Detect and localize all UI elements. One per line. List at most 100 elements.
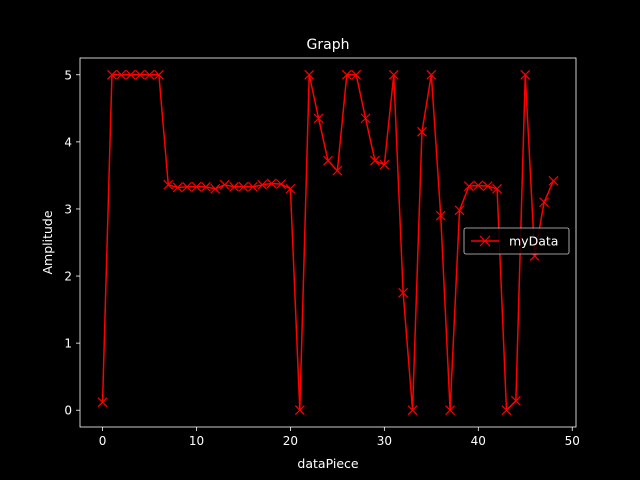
data-point-stroke [388,69,399,80]
data-point-stroke [341,69,352,80]
data-point [351,69,362,80]
data-point [172,182,183,193]
data-point [388,69,399,80]
data-point-stroke [313,113,324,124]
data-point-stroke [360,113,371,124]
data-point-stroke [463,181,474,192]
data-point-stroke [426,69,437,80]
x-tick-label: 30 [377,434,392,448]
data-point [360,113,371,124]
data-point-stroke [492,183,503,194]
data-point [501,405,512,416]
x-tick-label: 20 [283,434,298,448]
data-point [125,69,136,80]
data-point-stroke [97,397,108,408]
legend: myData [463,227,570,255]
data-point-stroke [276,179,286,190]
y-axis-label: Amplitude [40,210,55,274]
data-point-stroke [473,180,484,191]
data-point-stroke [294,405,305,416]
data-point-stroke [520,69,531,80]
data-point [144,69,155,80]
data-point [370,155,380,166]
plot-frame [79,57,577,428]
data-point-stroke [266,178,277,189]
data-point [510,395,521,406]
data-point [294,405,305,416]
data-point [276,179,286,190]
data-point [341,69,352,80]
data-point-stroke [454,205,465,216]
x-axis-label: dataPiece [297,456,358,471]
data-point [107,69,117,80]
data-point [463,181,474,192]
data-point [520,69,531,80]
legend-marker [479,235,491,247]
legend-box [463,227,570,255]
data-point-stroke [482,181,493,192]
data-point [473,180,484,191]
data-point-stroke [379,159,390,170]
data-point-stroke [435,210,446,221]
data-point-stroke [163,179,174,190]
y-tick-label: 2 [64,270,72,284]
data-point [191,181,202,192]
data-point-stroke [116,69,127,80]
data-point-stroke [510,395,521,406]
legend-label: myData [509,234,558,249]
data-point [426,69,437,80]
data-point [332,165,343,176]
y-tick-label: 5 [64,68,72,82]
data-point-stroke [107,69,117,80]
axes: 0 10 20 30 40 50 0 1 2 3 4 5 [64,68,580,448]
data-point [323,155,333,166]
data-point [435,210,446,221]
data-point [163,179,174,190]
data-point-stroke [370,155,380,166]
y-tick-label: 1 [64,337,72,351]
data-point-stroke [247,181,258,192]
data-point [407,405,418,416]
data-point [454,205,465,216]
data-point [200,181,211,192]
data-point-stroke [285,183,296,194]
data-point [398,287,409,298]
data-point [548,175,559,186]
data-point [210,183,221,194]
data-point-stroke [125,69,136,80]
data-point [153,69,164,80]
data-point-stroke [172,182,183,193]
data-point [379,159,390,170]
x-tick-label: 50 [565,434,580,448]
data-point [257,179,268,190]
data-point-stroke [548,175,559,186]
data-point [304,69,315,80]
data-point-stroke [501,405,512,416]
data-point-stroke [417,126,427,137]
data-point [238,181,249,192]
data-point [417,126,427,137]
data-point [492,183,503,194]
data-point-stroke [323,155,333,166]
data-point [285,183,296,194]
data-point-stroke [135,69,146,80]
data-point [313,113,324,124]
y-tick-label: 0 [64,404,72,418]
x-tick-label: 40 [471,434,486,448]
y-tick-label: 3 [64,202,72,216]
data-point [247,181,258,192]
data-point-stroke [304,69,315,80]
data-point-stroke [200,181,211,192]
data-point-stroke [144,69,155,80]
data-point-stroke [332,165,343,176]
x-tick-label: 0 [99,434,107,448]
data-point-stroke [257,179,268,190]
data-point [116,69,127,80]
chart-title: Graph [307,37,350,53]
data-point [266,178,277,189]
data-point-stroke [398,287,409,298]
y-tick-label: 4 [64,135,72,149]
data-point [229,181,239,192]
data-point-stroke [191,181,202,192]
